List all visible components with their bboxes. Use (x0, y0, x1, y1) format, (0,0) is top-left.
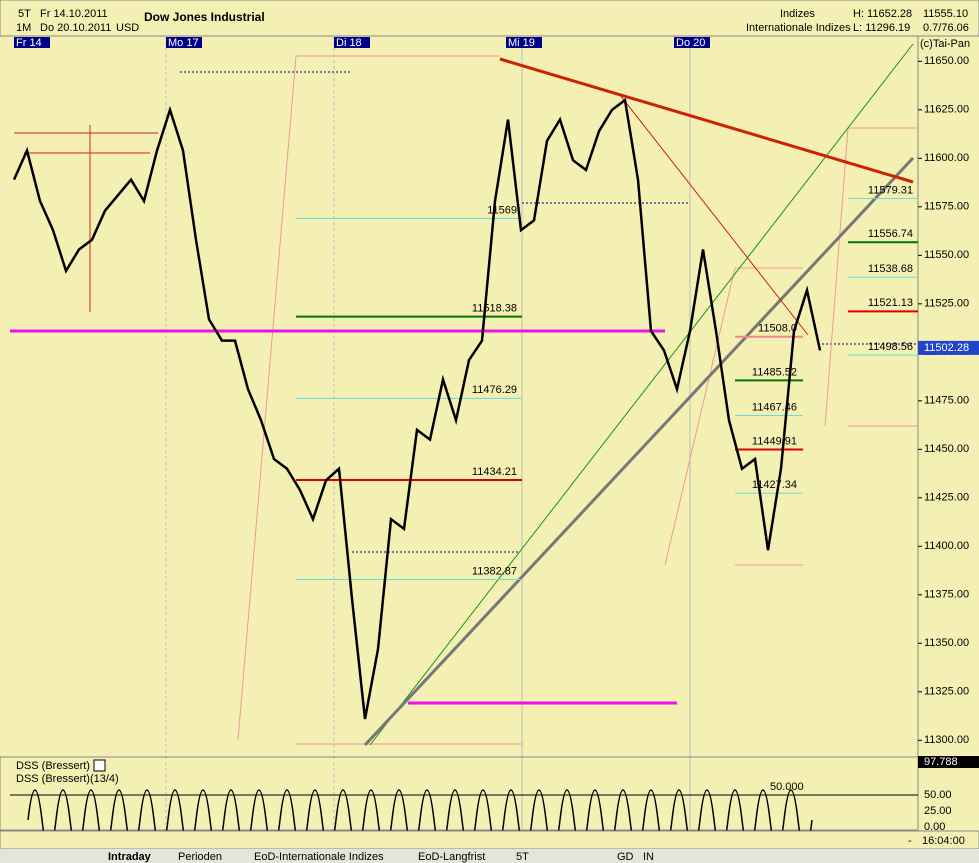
toolbar-tab[interactable]: EoD-Langfrist (418, 851, 485, 863)
day-label: Mi 19 (508, 37, 535, 49)
indicator-tick: 25.00 (924, 805, 952, 817)
axis-dash: - (908, 835, 912, 847)
indicator-subtitle: DSS (Bressert)(13/4) (16, 773, 119, 785)
y-tick-label: 11425.00 (924, 492, 969, 504)
indicator-add[interactable] (93, 759, 106, 772)
y-tick-label: 11575.00 (924, 201, 969, 213)
price-line (12, 97, 822, 720)
y-tick-label: 11400.00 (924, 540, 969, 552)
level-label: 11508.0 (758, 323, 797, 335)
last-price-box (918, 340, 979, 355)
day-lines (165, 36, 691, 830)
time-axis (0, 830, 979, 850)
last-price-label: 11502.28 (924, 342, 969, 354)
day-tab (674, 37, 710, 48)
clock: 16:04:00 (922, 835, 965, 847)
day-label: Di 18 (336, 37, 362, 49)
date-to: Do 20.10.2011 (40, 22, 111, 34)
last: 11555.10 (923, 8, 968, 20)
day-tab (506, 37, 542, 48)
drawings (10, 43, 918, 747)
y-tick-label: 11525.00 (924, 298, 969, 310)
level-label: 11569 (487, 204, 517, 216)
title: Dow Jones Industrial (144, 10, 265, 24)
toolbar-tab[interactable]: Perioden (178, 851, 222, 863)
y-tick-label: 11300.00 (924, 734, 969, 746)
day-label: Mo 17 (168, 37, 199, 49)
indicator-tick: 0.00 (924, 821, 945, 833)
ratio: 0.7/76.06 (923, 22, 969, 34)
date-from: Fr 14.10.2011 (40, 8, 108, 20)
indicator-value: 97.788 (924, 756, 958, 768)
high: H: 11652.28 (853, 8, 912, 20)
level-label: 11467.46 (752, 401, 797, 413)
toolbar (0, 849, 979, 863)
y-tick-label: 11475.00 (924, 395, 969, 407)
level-label: 11382.87 (472, 565, 517, 577)
y-tick-label: 11350.00 (924, 637, 969, 649)
toolbar-tab[interactable]: GD (617, 851, 634, 863)
copyright: (c)Tai-Pan (920, 38, 970, 50)
level-label: 11434.21 (472, 466, 517, 478)
y-tick-label: 11325.00 (924, 686, 969, 698)
indicator-level-label: 50.000 (770, 781, 804, 793)
toolbar-tab[interactable]: EoD-Internationale Indizes (254, 851, 384, 863)
level-label: 11449.91 (752, 435, 797, 447)
group: Indizes (780, 8, 815, 20)
currency: USD (116, 22, 139, 34)
span: 1M (16, 22, 31, 34)
level-label: 11579.31 (868, 184, 913, 196)
level-label: 11538.68 (868, 263, 913, 275)
day-tab (14, 37, 50, 48)
day-label: Fr 14 (16, 37, 42, 49)
y-tick-label: 11650.00 (924, 55, 969, 67)
y-tick-label: 11550.00 (924, 249, 969, 261)
toolbar-tab[interactable]: 5T (516, 851, 529, 863)
group2: Internationale Indizes (746, 22, 851, 34)
level-label: 11556.74 (868, 228, 913, 240)
y-tick-label: 11600.00 (924, 152, 969, 164)
interval: 5T (18, 8, 31, 20)
low: L: 11296.19 (853, 22, 910, 34)
y-tick-label: 11450.00 (924, 443, 969, 455)
indicator-frame (0, 756, 919, 831)
level-label: 11485.52 (752, 366, 797, 378)
level-label: 11498.56 (868, 341, 913, 353)
indicator-value-box (918, 756, 979, 768)
header-bar (0, 0, 979, 37)
day-label: Do 20 (676, 37, 705, 49)
indicator-title: DSS (Bressert) (16, 760, 90, 772)
level-label: 11427.34 (752, 479, 797, 491)
indicator-tick: 50.00 (924, 789, 952, 801)
day-tab (334, 37, 370, 48)
day-tab (166, 37, 202, 48)
toolbar-tab[interactable]: IN (643, 851, 654, 863)
level-label: 11521.13 (868, 297, 913, 309)
toolbar-tab[interactable]: Intraday (108, 851, 152, 863)
level-label: 11476.29 (472, 384, 517, 396)
y-tick-label: 11625.00 (924, 104, 969, 116)
y-tick-label: 11375.00 (924, 589, 969, 601)
level-label: 11518.38 (472, 303, 517, 315)
